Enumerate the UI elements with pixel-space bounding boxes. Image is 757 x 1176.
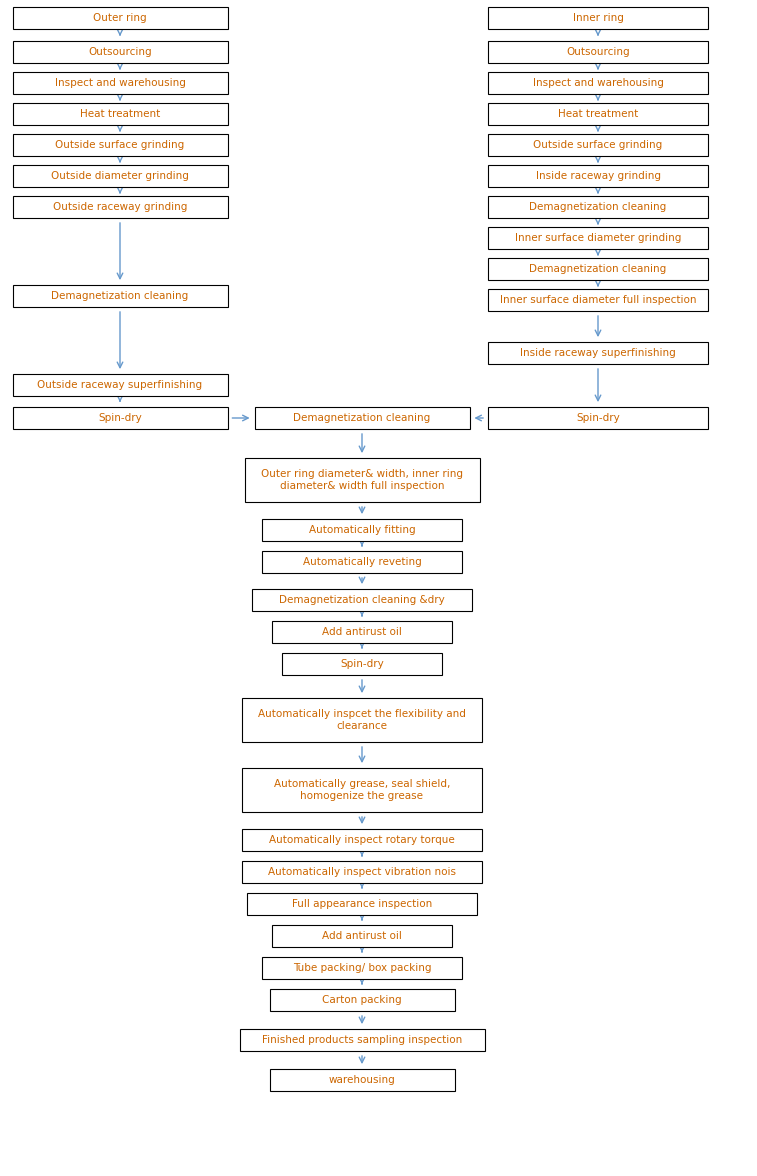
Text: Outer ring: Outer ring	[93, 13, 147, 24]
Text: Spin-dry: Spin-dry	[576, 413, 620, 423]
FancyBboxPatch shape	[488, 289, 708, 310]
Text: Add antirust oil: Add antirust oil	[322, 627, 402, 637]
Text: Carton packing: Carton packing	[322, 995, 402, 1005]
FancyBboxPatch shape	[13, 196, 228, 218]
Text: Automatically grease, seal shield,
homogenize the grease: Automatically grease, seal shield, homog…	[274, 780, 450, 801]
FancyBboxPatch shape	[262, 957, 462, 978]
FancyBboxPatch shape	[488, 72, 708, 94]
Text: Inspect and warehousing: Inspect and warehousing	[55, 78, 185, 88]
Text: Add antirust oil: Add antirust oil	[322, 931, 402, 941]
FancyBboxPatch shape	[488, 196, 708, 218]
Text: Outsourcing: Outsourcing	[566, 47, 630, 56]
Text: Inside raceway grinding: Inside raceway grinding	[535, 171, 661, 181]
FancyBboxPatch shape	[272, 926, 452, 947]
Text: Tube packing/ box packing: Tube packing/ box packing	[293, 963, 431, 973]
Text: Outside diameter grinding: Outside diameter grinding	[51, 171, 189, 181]
FancyBboxPatch shape	[488, 342, 708, 365]
Text: Demagnetization cleaning: Demagnetization cleaning	[529, 263, 667, 274]
FancyBboxPatch shape	[269, 989, 454, 1011]
Text: Spin-dry: Spin-dry	[98, 413, 142, 423]
Text: Finished products sampling inspection: Finished products sampling inspection	[262, 1035, 462, 1045]
Text: Automatically reveting: Automatically reveting	[303, 557, 422, 567]
FancyBboxPatch shape	[239, 1029, 484, 1051]
FancyBboxPatch shape	[13, 134, 228, 156]
Text: Outside surface grinding: Outside surface grinding	[55, 140, 185, 151]
Text: Outside raceway grinding: Outside raceway grinding	[53, 202, 187, 212]
Text: Demagnetization cleaning &dry: Demagnetization cleaning &dry	[279, 595, 445, 604]
FancyBboxPatch shape	[262, 552, 462, 573]
FancyBboxPatch shape	[488, 7, 708, 29]
Text: Automatically fitting: Automatically fitting	[309, 524, 416, 535]
Text: Spin-dry: Spin-dry	[340, 659, 384, 669]
FancyBboxPatch shape	[245, 457, 479, 502]
FancyBboxPatch shape	[269, 1069, 454, 1091]
FancyBboxPatch shape	[13, 72, 228, 94]
FancyBboxPatch shape	[488, 41, 708, 64]
Text: Automatically inspect rotary torque: Automatically inspect rotary torque	[269, 835, 455, 846]
Text: Outside surface grinding: Outside surface grinding	[534, 140, 662, 151]
Text: Inspect and warehousing: Inspect and warehousing	[533, 78, 663, 88]
FancyBboxPatch shape	[272, 621, 452, 643]
FancyBboxPatch shape	[488, 258, 708, 280]
Text: Full appearance inspection: Full appearance inspection	[292, 898, 432, 909]
Text: Automatically inspect vibration nois: Automatically inspect vibration nois	[268, 867, 456, 877]
FancyBboxPatch shape	[262, 519, 462, 541]
FancyBboxPatch shape	[488, 165, 708, 187]
FancyBboxPatch shape	[13, 103, 228, 125]
FancyBboxPatch shape	[13, 374, 228, 396]
FancyBboxPatch shape	[252, 589, 472, 612]
FancyBboxPatch shape	[242, 829, 482, 851]
FancyBboxPatch shape	[488, 103, 708, 125]
Text: Automatically inspcet the flexibility and
clearance: Automatically inspcet the flexibility an…	[258, 709, 466, 730]
FancyBboxPatch shape	[13, 165, 228, 187]
FancyBboxPatch shape	[13, 7, 228, 29]
FancyBboxPatch shape	[13, 407, 228, 429]
Text: Outer ring diameter& width, inner ring
diameter& width full inspection: Outer ring diameter& width, inner ring d…	[261, 469, 463, 490]
Text: Inner surface diameter full inspection: Inner surface diameter full inspection	[500, 295, 696, 305]
Text: Demagnetization cleaning: Demagnetization cleaning	[529, 202, 667, 212]
FancyBboxPatch shape	[242, 768, 482, 811]
FancyBboxPatch shape	[488, 407, 708, 429]
Text: Heat treatment: Heat treatment	[558, 109, 638, 119]
Text: Inner ring: Inner ring	[572, 13, 624, 24]
Text: warehousing: warehousing	[329, 1075, 395, 1085]
FancyBboxPatch shape	[242, 699, 482, 742]
FancyBboxPatch shape	[488, 227, 708, 249]
Text: Inner surface diameter grinding: Inner surface diameter grinding	[515, 233, 681, 243]
FancyBboxPatch shape	[242, 861, 482, 883]
FancyBboxPatch shape	[13, 41, 228, 64]
FancyBboxPatch shape	[247, 893, 477, 915]
FancyBboxPatch shape	[488, 134, 708, 156]
FancyBboxPatch shape	[282, 653, 442, 675]
Text: Heat treatment: Heat treatment	[80, 109, 160, 119]
Text: Demagnetization cleaning: Demagnetization cleaning	[51, 290, 188, 301]
Text: Outside raceway superfinishing: Outside raceway superfinishing	[37, 380, 203, 390]
Text: Demagnetization cleaning: Demagnetization cleaning	[294, 413, 431, 423]
FancyBboxPatch shape	[13, 285, 228, 307]
Text: Outsourcing: Outsourcing	[88, 47, 152, 56]
FancyBboxPatch shape	[254, 407, 469, 429]
Text: Inside raceway superfinishing: Inside raceway superfinishing	[520, 348, 676, 358]
